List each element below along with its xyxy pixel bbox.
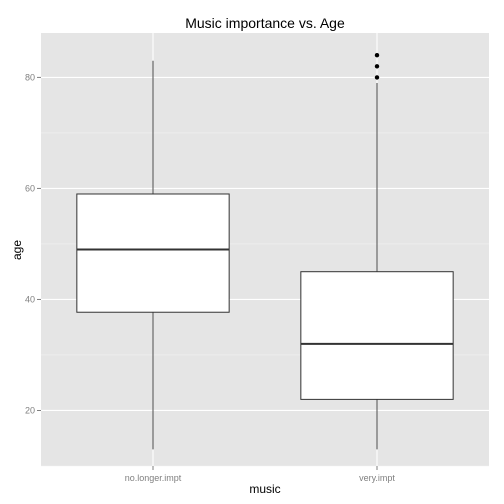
outlier-point	[375, 53, 379, 57]
outlier-point	[375, 64, 379, 68]
x-axis-ticks: no.longer.impt very.impt	[125, 466, 396, 483]
y-tick-label: 60	[25, 183, 35, 193]
iqr-box	[301, 272, 453, 400]
y-axis-title: age	[10, 240, 24, 260]
x-axis-title: music	[249, 482, 280, 496]
chart-title: Music importance vs. Age	[185, 15, 345, 31]
y-tick-label: 80	[25, 72, 35, 82]
y-axis-ticks: 20 40 60 80	[25, 72, 41, 415]
y-tick-label: 40	[25, 294, 35, 304]
iqr-box	[77, 194, 229, 312]
x-tick-label: very.impt	[359, 473, 395, 483]
x-tick-label: no.longer.impt	[125, 473, 182, 483]
y-tick-label: 20	[25, 405, 35, 415]
outlier-point	[375, 75, 379, 79]
